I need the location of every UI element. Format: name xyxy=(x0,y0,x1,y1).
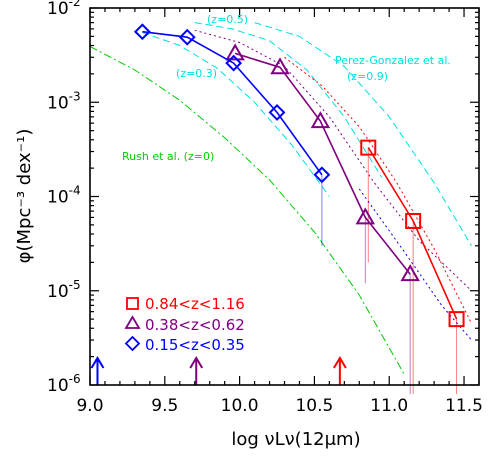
x-tick-label: 10.5 xyxy=(295,396,333,416)
x-tick-label: 11.5 xyxy=(445,396,483,416)
legend: 0.84<z<1.16 0.38<z<0.62 0.15<z<0.35 xyxy=(124,295,245,354)
limit-arrow-head xyxy=(189,356,204,369)
annotation-z05: (z=0.5) xyxy=(207,13,248,26)
data-point-diamond xyxy=(225,54,243,72)
y-tick-exponent: -2 xyxy=(69,0,81,9)
data-point-square xyxy=(448,311,465,328)
legend-diamond-marker xyxy=(124,335,141,352)
x-tick-label: 9.5 xyxy=(151,396,178,416)
annotation-perez-gonzalez: Perez-Gonzalez et al. xyxy=(335,54,451,67)
annotation-rush: Rush et al. (z=0) xyxy=(122,150,214,163)
legend-triangle-marker xyxy=(124,315,141,329)
y-tick-exponent: -4 xyxy=(69,184,81,198)
x-tick-label: 9.0 xyxy=(76,396,103,416)
data-point-triangle xyxy=(225,43,245,61)
reference-curve-2 xyxy=(194,22,383,178)
y-tick-exponent: -5 xyxy=(69,278,81,292)
data-series xyxy=(133,23,465,328)
data-point-triangle xyxy=(310,111,331,129)
reference-curve-3 xyxy=(254,22,472,247)
legend-label-purple: 0.38<z<0.62 xyxy=(145,316,245,334)
series-line-1 xyxy=(234,52,411,275)
data-point-diamond xyxy=(178,28,196,46)
data-point-diamond xyxy=(133,23,151,41)
data-point-square xyxy=(360,139,377,156)
series-line-0 xyxy=(367,147,458,320)
y-axis-label: φ(Mpc⁻³ dex⁻¹) xyxy=(14,129,35,264)
limit-arrow-head xyxy=(333,356,347,369)
reference-curve-0 xyxy=(89,46,405,375)
error-bars xyxy=(321,147,458,395)
annotation-z09: (z=0.9) xyxy=(347,70,388,83)
x-tick-label: 11.0 xyxy=(370,396,408,416)
x-tick-label: 10.0 xyxy=(221,396,259,416)
y-tick-exponent: -6 xyxy=(69,372,81,386)
data-point-diamond xyxy=(268,104,286,121)
data-point-triangle xyxy=(355,207,376,225)
y-tick-exponent: -3 xyxy=(69,89,81,103)
x-axis-label: log νLν(12μm) xyxy=(231,429,360,450)
legend-label-blue: 0.15<z<0.35 xyxy=(145,336,245,354)
limit-arrow-head xyxy=(90,356,105,369)
limit-arrows xyxy=(90,356,347,385)
legend-square-marker xyxy=(126,297,139,310)
data-point-diamond xyxy=(313,166,331,184)
data-point-triangle xyxy=(270,57,290,75)
legend-label-red: 0.84<z<1.16 xyxy=(145,295,245,313)
data-point-triangle xyxy=(400,264,420,282)
reference-curve-5 xyxy=(194,29,472,292)
reference-curve-4 xyxy=(284,56,472,324)
reference-curve-1 xyxy=(142,32,330,197)
data-point-square xyxy=(405,212,422,229)
annotation-z03: (z=0.3) xyxy=(176,67,217,80)
series-line-2 xyxy=(142,30,323,176)
